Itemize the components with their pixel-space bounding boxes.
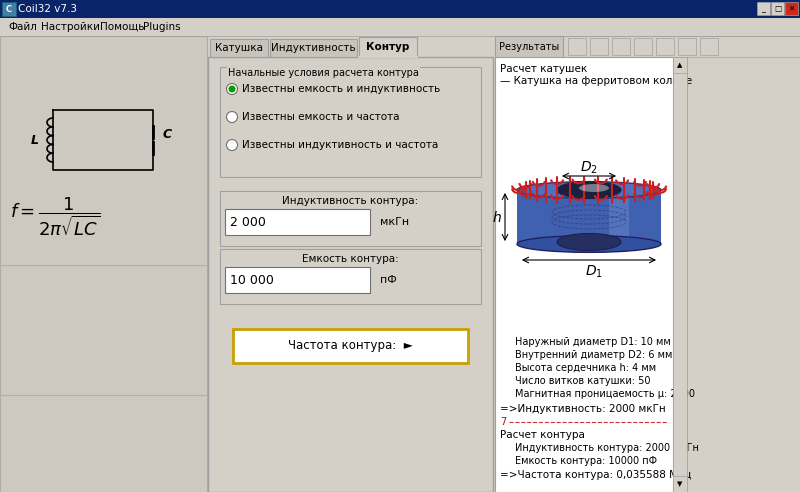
Text: Частота контура:  ►: Частота контура: ►: [288, 339, 412, 352]
Text: Настройки: Настройки: [41, 22, 100, 32]
Text: Известны индуктивность и частота: Известны индуктивность и частота: [242, 140, 438, 150]
Text: C: C: [6, 4, 12, 13]
Text: 7: 7: [500, 417, 506, 427]
Text: Емкость контура: 10000 пФ: Емкость контура: 10000 пФ: [515, 456, 657, 466]
Bar: [220, 67, 481, 177]
Bar: [0, 0, 800, 18]
Text: мкГн: мкГн: [380, 217, 409, 227]
Bar: [678, 38, 696, 55]
Bar: [771, 2, 784, 15]
Bar: [0, 18, 800, 36]
Text: Число витков катушки: 50: Число витков катушки: 50: [515, 376, 650, 386]
Text: — Катушка на ферритовом кольце: — Катушка на ферритовом кольце: [500, 76, 692, 86]
Circle shape: [226, 112, 238, 123]
Text: Расчет катушек: Расчет катушек: [500, 64, 587, 74]
Text: 2 000: 2 000: [230, 215, 266, 228]
Bar: [673, 57, 687, 73]
Ellipse shape: [517, 236, 661, 252]
Bar: [208, 57, 493, 492]
Bar: [495, 57, 673, 492]
Text: ▼: ▼: [678, 481, 682, 487]
Text: Индуктивность контура:: Индуктивность контура:: [282, 196, 418, 206]
Text: Помощь: Помощь: [99, 22, 144, 32]
Ellipse shape: [579, 184, 609, 192]
Text: ✕: ✕: [788, 4, 794, 13]
Text: $D_2$: $D_2$: [580, 160, 598, 176]
Bar: [270, 39, 357, 57]
Text: $h$: $h$: [492, 210, 502, 224]
Text: Индуктивность: Индуктивность: [270, 43, 355, 53]
Circle shape: [229, 86, 235, 92]
Bar: [2, 2, 16, 16]
Bar: [673, 57, 687, 492]
Circle shape: [226, 84, 238, 94]
Ellipse shape: [517, 182, 661, 198]
Bar: [757, 2, 770, 15]
Text: $D_1$: $D_1$: [585, 264, 603, 280]
Bar: [700, 38, 718, 55]
Text: Plugins: Plugins: [143, 22, 181, 32]
Bar: [687, 36, 800, 492]
Bar: [210, 39, 268, 57]
Text: Наружный диаметр D1: 10 мм: Наружный диаметр D1: 10 мм: [515, 337, 670, 347]
Text: Контур: Контур: [366, 42, 410, 52]
Text: Расчет контура: Расчет контура: [500, 430, 585, 440]
Bar: [220, 191, 481, 246]
Text: Внутренний диаметр D2: 6 мм: Внутренний диаметр D2: 6 мм: [515, 350, 672, 360]
Text: □: □: [774, 4, 781, 13]
Text: =>Частота контура: 0,035588 МГц: =>Частота контура: 0,035588 МГц: [500, 470, 691, 480]
Text: 10 000: 10 000: [230, 274, 274, 286]
Circle shape: [226, 140, 238, 151]
Bar: [612, 38, 630, 55]
Text: Известны емкость и индуктивность: Известны емкость и индуктивность: [242, 84, 440, 94]
Bar: [220, 249, 481, 304]
Text: $f = \dfrac{1}{2\pi\sqrt{LC}}$: $f = \dfrac{1}{2\pi\sqrt{LC}}$: [10, 195, 100, 238]
Bar: [785, 2, 798, 15]
Bar: [359, 37, 417, 57]
Bar: [495, 36, 563, 57]
Text: CoiI32 v7.3: CoiI32 v7.3: [18, 4, 77, 14]
Bar: [656, 38, 674, 55]
Text: Емкость контура:: Емкость контура:: [302, 254, 398, 264]
Text: Высота сердечника h: 4 мм: Высота сердечника h: 4 мм: [515, 363, 656, 373]
Bar: [233, 329, 468, 363]
Text: Известны емкость и частота: Известны емкость и частота: [242, 112, 399, 122]
Ellipse shape: [557, 182, 621, 198]
Bar: [590, 38, 608, 55]
Text: L: L: [31, 133, 39, 147]
Text: Катушка: Катушка: [215, 43, 263, 53]
Text: C: C: [162, 127, 171, 141]
Text: пФ: пФ: [380, 275, 397, 285]
Bar: [495, 36, 800, 57]
Bar: [609, 190, 629, 245]
Text: Индуктивность контура: 2000 мкГн: Индуктивность контура: 2000 мкГн: [515, 443, 699, 453]
Bar: [568, 38, 586, 55]
Bar: [0, 36, 207, 492]
Bar: [634, 38, 652, 55]
Bar: [517, 190, 661, 245]
Text: Начальные условия расчета контура: Начальные условия расчета контура: [228, 68, 419, 78]
Bar: [225, 267, 370, 293]
Ellipse shape: [557, 234, 621, 250]
Bar: [225, 209, 370, 235]
Bar: [673, 476, 687, 492]
Text: Магнитная проницаемость µ: 2000: Магнитная проницаемость µ: 2000: [515, 389, 695, 399]
Text: Результаты: Результаты: [499, 42, 559, 52]
Text: ▲: ▲: [678, 62, 682, 68]
Text: _: _: [762, 4, 766, 13]
Text: =>Индуктивность: 2000 мкГн: =>Индуктивность: 2000 мкГн: [500, 404, 666, 414]
Text: Файл: Файл: [8, 22, 37, 32]
